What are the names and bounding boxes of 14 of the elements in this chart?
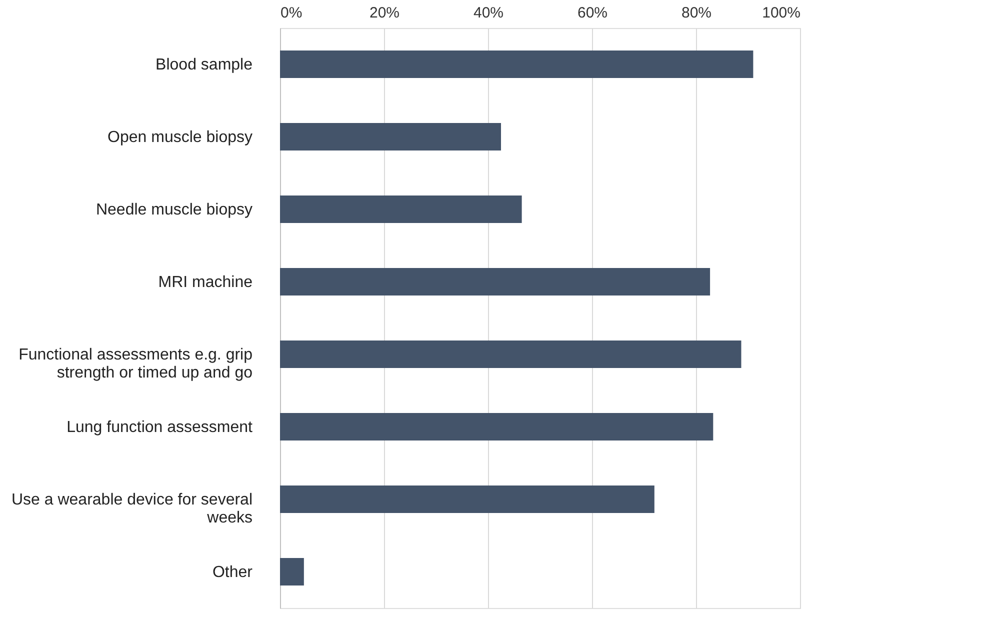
y-tick-label: Other xyxy=(212,564,254,581)
x-tick-label: 20% xyxy=(369,4,400,22)
y-tick-label: MRI machine xyxy=(158,274,253,291)
x-tick-label: 60% xyxy=(577,4,608,22)
y-tick-label: Needle muscle biopsy xyxy=(96,201,252,218)
y-tick-label: Blood sample xyxy=(156,56,253,74)
x-tick-label: 40% xyxy=(473,4,504,22)
y-tick-label: Functional assessments e.g. grip strength or timed up and go xyxy=(18,346,253,382)
x-tick-label: 0% xyxy=(280,4,302,22)
y-tick-label: Lung function assessment xyxy=(66,418,254,436)
y-tick-label: Use a wearable device for several weeks xyxy=(11,491,252,526)
y-tick-label: Open muscle biopsy xyxy=(108,128,252,146)
x-tick-label: 100% xyxy=(762,4,800,22)
x-tick-label: 80% xyxy=(681,4,712,22)
